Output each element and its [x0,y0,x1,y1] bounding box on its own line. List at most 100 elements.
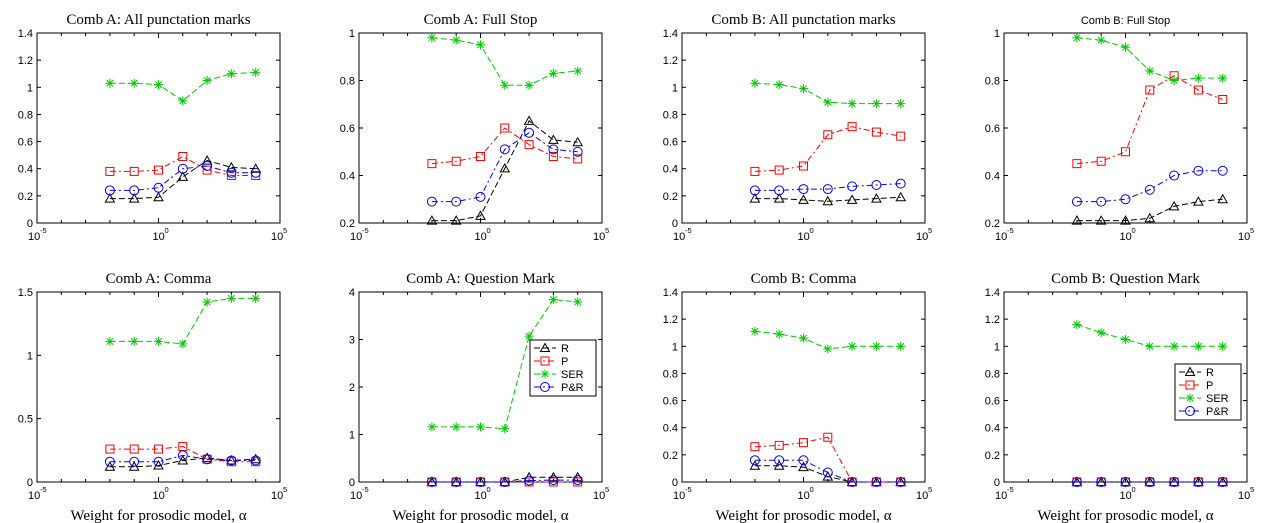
series-pandr [749,455,906,487]
data-point [153,456,164,467]
y-tick-label: 1 [27,350,33,362]
data-point [476,422,485,432]
data-point [178,152,188,161]
x-tick-label: 10 [153,490,165,502]
series-line [754,459,901,483]
x-tick-label-exponent: -5 [1007,485,1014,494]
data-point [749,460,761,470]
x-tick-label: 10 [153,231,165,243]
x-tick-label-exponent: -5 [685,485,692,494]
data-point [573,66,583,76]
series-line [754,436,901,483]
series-p [750,432,906,487]
x-tick-label-exponent: -5 [40,226,47,235]
data-point [104,193,116,203]
legend-label: P [561,356,568,368]
y-tick-label: 0.2 [663,450,678,462]
series-line [1076,198,1223,222]
legend-label: R [561,343,569,355]
y-tick-label: 0.4 [985,423,1000,435]
x-tick-label: 10 [28,231,40,243]
data-point [798,194,809,204]
data-point [871,180,882,190]
data-point [500,424,510,434]
y-tick-label: 0 [27,477,33,489]
chart-title: Comb A: Comma [106,271,212,287]
data-point [177,454,189,465]
data-point [1120,215,1131,225]
x-tick-label-exponent: 0 [1132,485,1136,494]
data-point [847,122,857,132]
x-tick-label: 10 [271,231,283,243]
x-tick-label-exponent: 0 [810,226,814,235]
y-tick-label: 1 [994,341,1000,353]
chart-title: Comb B: Question Mark [1051,271,1200,287]
series-pandr [426,475,583,487]
data-point [1218,341,1228,351]
data-point [499,144,510,155]
data-point [1072,320,1082,330]
x-tick-label-exponent: 0 [810,485,814,494]
data-point [1169,170,1180,181]
data-point [128,461,140,471]
y-tick-label: 0.2 [985,218,1000,230]
series-line [109,446,256,463]
y-tick-label: 1 [27,82,33,94]
data-point [548,144,559,155]
data-point [129,78,139,88]
x-tick-label-exponent: 0 [165,226,169,235]
data-point [1071,196,1082,207]
data-point [250,167,261,178]
y-tick-label: 1 [349,430,355,442]
data-point [1072,159,1082,169]
data-point [476,40,485,50]
legend-label: P [1206,380,1213,392]
x-tick-label: 10 [1238,231,1250,243]
data-point [548,68,558,78]
data-point [896,341,906,351]
data-point [1145,85,1155,95]
data-point [774,185,785,196]
y-tick-label: 1.4 [985,287,1000,299]
data-point [226,161,237,172]
subplot-3: Comb B: All punctation marks 0 0.2 0.4 0.6 0.… [663,12,932,243]
x-tick-label: 10 [1120,231,1132,243]
data-point [1071,477,1082,487]
data-point [105,78,115,88]
x-tick-label: 10 [1238,490,1250,502]
x-tick-label-exponent: -5 [1007,226,1014,235]
x-tick-label: 10 [271,490,283,502]
series-ser [1072,33,1228,85]
data-point [250,455,261,466]
data-point [871,477,882,487]
data-point [427,33,437,43]
x-tick-label-exponent: 0 [487,226,491,235]
data-point [871,99,881,109]
data-point [202,165,212,175]
x-tick-label: 10 [673,490,685,502]
y-tick-label: 0.8 [985,76,1000,88]
series-line [754,196,901,202]
data-point [202,76,212,85]
data-point [847,341,857,351]
data-point [822,184,833,195]
series-r [749,191,907,206]
x-tick-label: 10 [475,231,487,243]
data-point [427,422,437,432]
series-line [431,120,578,222]
data-point [105,444,115,454]
x-tick-label: 10 [593,231,605,243]
series-p [750,122,906,176]
data-point [1193,73,1203,83]
y-tick-label: 0.2 [985,450,1000,462]
axes-box [36,32,281,224]
legend-item: P&R [534,382,584,394]
data-point [475,477,486,487]
x-tick-label-exponent: 0 [487,485,491,494]
data-point [847,181,858,192]
data-point [1144,184,1155,195]
series-line [109,454,256,463]
data-point [1218,73,1228,83]
x-axis-label: Weight for prosodic model, α [70,508,246,523]
data-point [154,80,163,90]
